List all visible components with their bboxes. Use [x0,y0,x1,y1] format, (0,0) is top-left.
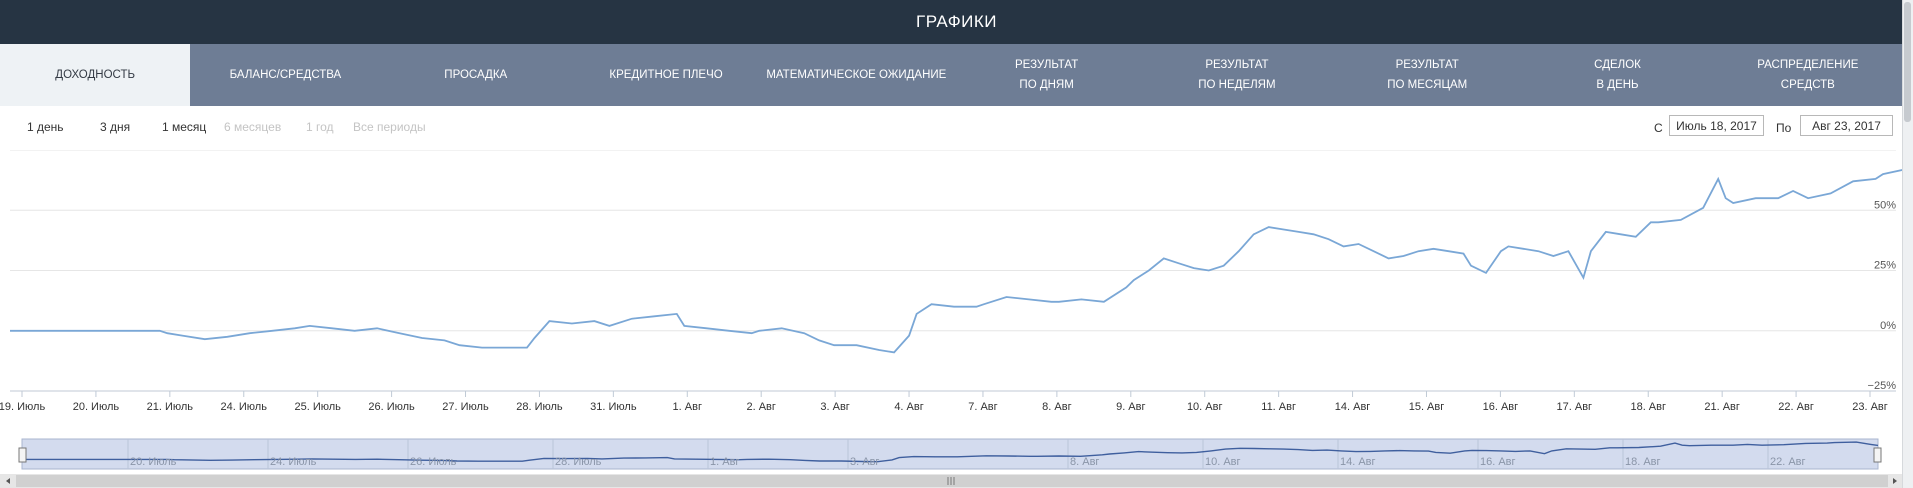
x-tick-label: 18. Авг [1630,401,1666,413]
x-tick-label: 26. Июль [368,401,415,413]
tab-5[interactable]: РЕЗУЛЬТАТ ПО ДНЯМ [1015,59,1079,91]
x-tick-label: 23. Авг [1852,401,1888,413]
x-tick-label: 1. Авг [673,401,702,413]
navigator-label: 22. Авг [1770,456,1806,468]
range-button-1-year: 1 год [306,120,334,134]
range-button-all-periods: Все периоды [353,120,426,134]
page-header: ГРАФИКИ [0,0,1913,44]
y-tick-label: 0% [1880,320,1896,332]
x-tick-label: 24. Июль [221,401,268,413]
scrollbar-grip-icon [947,477,955,485]
navigator-series-line [22,441,1879,463]
tab-6[interactable]: РЕЗУЛЬТАТ ПО НЕДЕЛЯМ [1198,59,1276,91]
range-button-6-months: 6 месяцев [224,120,282,134]
tab-8[interactable]: СДЕЛОК В ДЕНЬ [1594,59,1641,91]
x-tick-label: 16. Авг [1483,401,1519,413]
x-tick-label: 8. Авг [1042,401,1071,413]
returns-chart: −25% 0% 25% 50% 19. Июль 20. Июль 21. Июль 24.… [0,150,1903,413]
y-tick-label: 50% [1874,199,1896,211]
x-tick-label: 17. Авг [1557,401,1593,413]
navigator-left-handle[interactable] [18,447,27,463]
page-scrollbar[interactable] [1902,0,1913,488]
navigator-label: 26. Июль [410,456,457,468]
x-tick-label: 21. Июль [147,401,194,413]
y-tick-label: 25% [1874,260,1896,272]
tab-1[interactable]: БАЛАНС/СРЕДСТВА [229,69,342,81]
navigator-label: 3. Авг [850,456,879,468]
x-tick-label: 31. Июль [590,401,637,413]
x-tick-label: 15. Авг [1409,401,1445,413]
x-tick-label: 4. Авг [894,401,923,413]
x-tick-label: 11. Авг [1261,401,1296,413]
navigator-label: 24. Июль [270,456,317,468]
range-button-1-day[interactable]: 1 день [27,120,64,134]
x-tick-label: 10. Авг [1187,401,1223,413]
to-date-label: По [1776,121,1792,135]
x-tick-label: 22. Авг [1778,401,1814,413]
navigator-right-handle[interactable] [1873,447,1882,463]
x-tick-label: 9. Авг [1116,401,1145,413]
navigator: 20. Июль 24. Июль 26. Июль 28. Июль 1. Авг 3.… [0,432,1903,488]
from-date-label: С [1654,121,1663,135]
returns-series-line [10,168,1903,354]
navigator-selected-range[interactable] [21,438,1879,470]
tab-2[interactable]: ПРОСАДКА [444,69,508,81]
tab-0[interactable]: ДОХОДНОСТЬ [0,44,191,106]
x-tick-label: 2. Авг [746,401,775,413]
navigator-label: 28. Июль [555,456,602,468]
page-title: ГРАФИКИ [916,12,997,31]
x-tick-label: 7. Авг [968,401,997,413]
tab-4[interactable]: МАТЕМАТИЧЕСКОЕ ОЖИДАНИЕ [766,69,947,81]
navigator-label: 14. Авг [1340,456,1376,468]
x-tick-label: 19. Июль [0,401,45,413]
tab-9[interactable]: РАСПРЕДЕЛЕНИЕ СРЕДСТВ [1757,59,1859,91]
period-selector: 1 день 3 дня 1 месяц 6 месяцев 1 год Все… [0,106,1903,150]
chart-tabs: ДОХОДНОСТЬ БАЛАНС/СРЕДСТВА ПРОСАДКА КРЕДИТН… [0,44,1903,106]
x-tick-label: 20. Июль [73,401,120,413]
x-tick-label: 21. Авг [1704,401,1740,413]
from-date-input[interactable] [1669,115,1764,136]
scroll-right-arrow-icon[interactable] [1893,478,1897,484]
navigator-label: 8. Авг [1070,456,1099,468]
navigator-label: 18. Авг [1625,456,1661,468]
navigator-scrollbar-thumb[interactable] [16,475,1888,487]
x-tick-label: 28. Июль [516,401,563,413]
navigator-label: 16. Авг [1480,456,1516,468]
range-button-3-days[interactable]: 3 дня [100,120,131,134]
tab-3[interactable]: КРЕДИТНОЕ ПЛЕЧО [609,69,723,81]
navigator-label: 1. Авг [710,456,739,468]
x-tick-label: 25. Июль [294,401,341,413]
x-tick-label: 14. Авг [1335,401,1371,413]
range-button-1-month[interactable]: 1 месяц [162,120,207,134]
page-scrollbar-thumb[interactable] [1904,2,1911,122]
tab-7[interactable]: РЕЗУЛЬТАТ ПО МЕСЯЦАМ [1387,59,1468,91]
x-tick-label: 27. Июль [442,401,489,413]
navigator-label: 20. Июль [130,456,177,468]
x-tick-label: 3. Авг [820,401,849,413]
scroll-left-arrow-icon[interactable] [6,478,10,484]
to-date-input[interactable] [1800,115,1893,136]
navigator-label: 10. Авг [1205,456,1241,468]
y-tick-label: −25% [1868,380,1897,392]
